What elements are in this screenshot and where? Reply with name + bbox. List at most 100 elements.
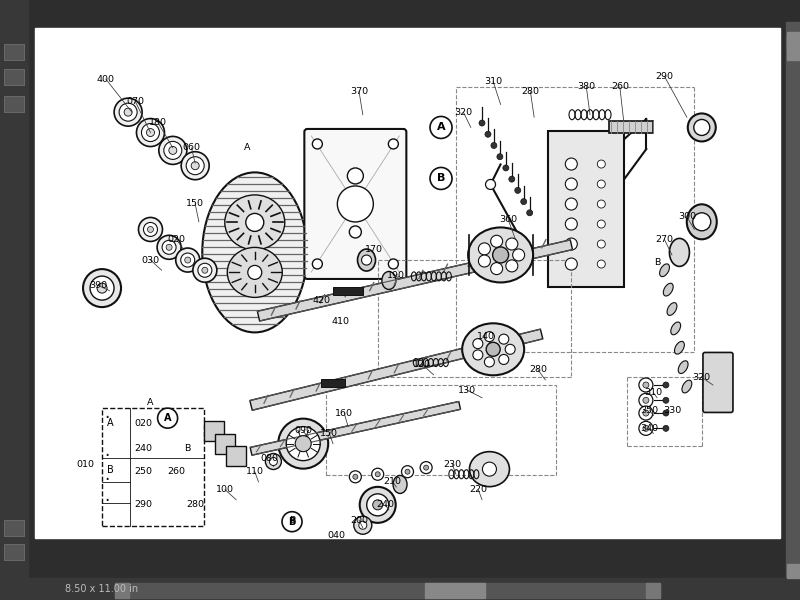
Circle shape — [185, 257, 190, 263]
Ellipse shape — [225, 195, 285, 250]
Circle shape — [491, 142, 497, 148]
Circle shape — [354, 516, 372, 534]
Circle shape — [566, 158, 578, 170]
Text: B: B — [106, 465, 114, 475]
Circle shape — [598, 180, 606, 188]
Text: A: A — [147, 398, 154, 407]
Text: 090: 090 — [294, 427, 312, 436]
Circle shape — [493, 247, 509, 263]
Text: 040: 040 — [328, 531, 346, 540]
Text: 330: 330 — [663, 406, 681, 415]
Circle shape — [176, 248, 200, 272]
Circle shape — [478, 255, 490, 267]
Circle shape — [663, 425, 669, 431]
Circle shape — [566, 258, 578, 270]
Circle shape — [486, 342, 500, 356]
Text: .: . — [105, 404, 110, 422]
Ellipse shape — [202, 172, 307, 332]
Text: 190: 190 — [387, 271, 406, 280]
Circle shape — [286, 427, 320, 461]
Circle shape — [166, 244, 172, 250]
Ellipse shape — [462, 323, 524, 376]
Circle shape — [362, 255, 371, 265]
Circle shape — [360, 487, 396, 523]
Circle shape — [639, 394, 653, 407]
Circle shape — [566, 218, 578, 230]
Bar — [0, 0, 28, 578]
Circle shape — [142, 124, 159, 142]
Circle shape — [420, 461, 432, 473]
Circle shape — [693, 213, 710, 231]
Bar — [548, 131, 624, 287]
Ellipse shape — [674, 341, 684, 354]
Bar — [333, 287, 363, 295]
Bar — [4, 69, 24, 85]
Text: 350: 350 — [641, 406, 658, 415]
Circle shape — [566, 238, 578, 250]
Circle shape — [164, 142, 182, 160]
Circle shape — [503, 165, 509, 171]
Circle shape — [509, 176, 515, 182]
Ellipse shape — [670, 322, 681, 335]
Text: 130: 130 — [458, 386, 476, 395]
Text: 010: 010 — [77, 460, 94, 469]
Circle shape — [312, 139, 322, 149]
Text: B: B — [288, 517, 296, 527]
Circle shape — [486, 179, 495, 190]
Circle shape — [643, 425, 649, 431]
Circle shape — [405, 469, 410, 474]
Circle shape — [159, 136, 187, 164]
Text: 300: 300 — [678, 212, 696, 221]
Circle shape — [347, 168, 363, 184]
Circle shape — [484, 357, 494, 367]
Circle shape — [366, 494, 389, 516]
Circle shape — [124, 108, 132, 116]
Circle shape — [158, 408, 178, 428]
Text: B: B — [437, 173, 446, 184]
Bar — [787, 32, 799, 60]
Text: 180: 180 — [149, 118, 167, 127]
Text: 280: 280 — [522, 87, 539, 96]
Text: A: A — [437, 122, 446, 133]
Text: 120: 120 — [414, 360, 431, 369]
Text: 310: 310 — [484, 77, 502, 86]
Ellipse shape — [682, 380, 692, 393]
Circle shape — [598, 260, 606, 268]
Circle shape — [526, 210, 533, 216]
Circle shape — [566, 198, 578, 210]
Circle shape — [169, 146, 177, 154]
Text: 200: 200 — [350, 515, 368, 524]
Circle shape — [119, 103, 137, 121]
Text: 240: 240 — [376, 500, 394, 509]
Text: 210: 210 — [384, 478, 402, 487]
Text: 380: 380 — [578, 82, 595, 91]
Circle shape — [498, 334, 509, 344]
Text: 020: 020 — [134, 419, 152, 428]
Bar — [787, 564, 799, 578]
Bar — [4, 96, 24, 112]
Circle shape — [598, 220, 606, 228]
Circle shape — [643, 397, 649, 403]
Text: 240: 240 — [134, 444, 152, 453]
Circle shape — [375, 472, 380, 477]
Text: 290: 290 — [655, 72, 674, 81]
Circle shape — [350, 471, 362, 483]
Text: 420: 420 — [313, 296, 331, 305]
Text: A: A — [164, 413, 171, 423]
Circle shape — [312, 259, 322, 269]
Circle shape — [97, 283, 107, 293]
Circle shape — [246, 214, 264, 232]
Circle shape — [473, 350, 483, 360]
Circle shape — [639, 406, 653, 420]
Circle shape — [266, 454, 282, 469]
Ellipse shape — [468, 227, 533, 283]
Text: 250: 250 — [134, 467, 152, 476]
Text: 320: 320 — [454, 107, 473, 116]
Circle shape — [598, 160, 606, 168]
Ellipse shape — [678, 361, 688, 374]
Circle shape — [198, 263, 212, 277]
Text: .: . — [105, 442, 110, 460]
Circle shape — [157, 235, 181, 259]
Circle shape — [143, 223, 158, 236]
Circle shape — [505, 344, 515, 354]
